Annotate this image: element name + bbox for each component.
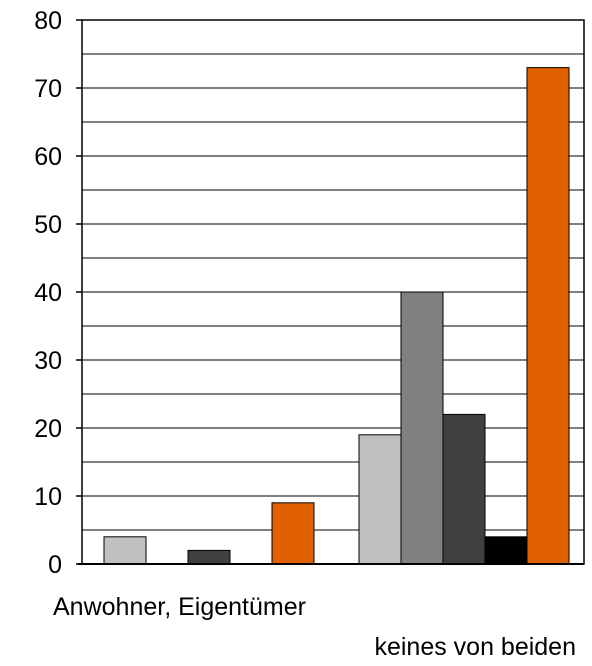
y-tick-label: 30 [34, 347, 62, 375]
y-tick-label: 10 [34, 483, 62, 511]
y-tick-label: 20 [34, 415, 62, 443]
bar [526, 67, 570, 565]
bar [484, 536, 528, 565]
y-tick-label: 0 [48, 551, 62, 579]
bar [187, 549, 231, 565]
bar [358, 434, 402, 565]
category-label: Anwohner, Eigentümer [53, 593, 306, 621]
y-tick-label: 40 [34, 279, 62, 307]
y-tick-labels: 0 10 20 30 40 50 60 70 80 [34, 7, 82, 579]
bars [103, 67, 570, 565]
bar [103, 536, 147, 565]
bar [400, 291, 444, 565]
category-label: keines von beiden [374, 633, 576, 661]
category-labels: Anwohner, Eigentümer keines von beiden [53, 593, 576, 661]
gridlines [82, 53, 584, 531]
bar [271, 502, 315, 565]
y-tick-label: 80 [34, 7, 62, 35]
y-tick-label: 70 [34, 75, 62, 103]
bar [442, 413, 486, 565]
y-tick-label: 60 [34, 143, 62, 171]
y-tick-label: 50 [34, 211, 62, 239]
